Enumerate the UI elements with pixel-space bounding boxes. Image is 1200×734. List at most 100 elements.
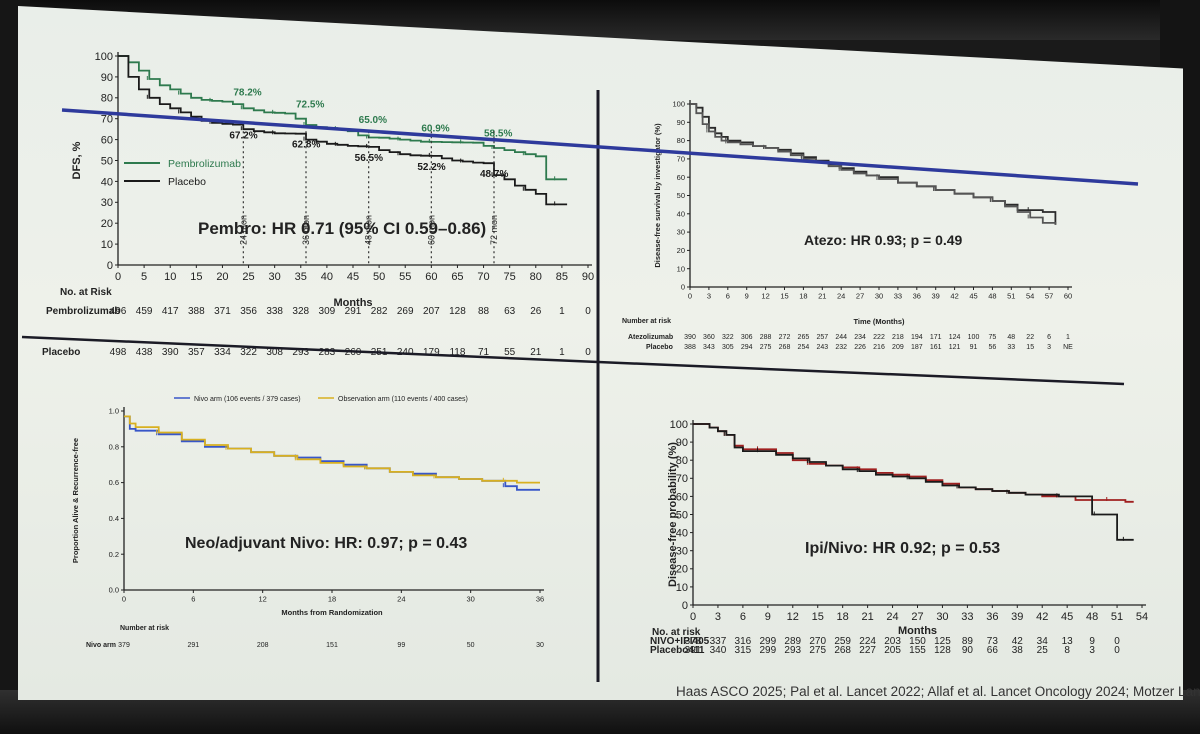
series-line-1: [690, 103, 1057, 225]
risk-value: 305: [722, 344, 734, 351]
risk-value: 232: [835, 344, 847, 351]
y-tick-label: 30: [676, 546, 688, 558]
risk-value: 299: [759, 636, 776, 647]
risk-value: 222: [873, 334, 885, 341]
x-tick-label: 0: [122, 595, 126, 604]
landmark-percent-label: 78.2%: [233, 88, 261, 99]
x-tick-label: 85: [556, 271, 568, 283]
timepoint-label: 24 mon: [238, 215, 248, 245]
y-axis-title: DFS, %: [71, 141, 83, 179]
risk-value: 33: [1007, 344, 1015, 351]
legend-label: Nivo arm (106 events / 379 cases): [194, 396, 301, 403]
x-tick-label: 70: [477, 271, 489, 283]
x-tick-label: 20: [216, 271, 228, 283]
risk-value: 90: [962, 645, 974, 656]
x-tick-label: 6: [191, 595, 195, 604]
risk-value: 243: [816, 344, 828, 351]
risk-value: 22: [1026, 334, 1034, 341]
risk-value: 179: [423, 347, 440, 358]
risk-value: 496: [110, 306, 127, 317]
series-line-1: [118, 55, 568, 206]
risk-value: 42: [1012, 636, 1024, 647]
risk-value: 283: [319, 347, 336, 358]
risk-value: 438: [136, 347, 153, 358]
risk-row-label: Atezolizumab: [628, 334, 673, 341]
risk-value: 56: [989, 344, 997, 351]
risk-value: 288: [760, 334, 772, 341]
x-tick-label: 0: [690, 611, 696, 623]
x-tick-label: 39: [1011, 611, 1023, 623]
landmark-percent-label: 65.0%: [359, 115, 387, 126]
y-axis-title: Disease-free survival by investigator (%…: [653, 123, 662, 268]
risk-value: 309: [319, 306, 336, 317]
x-tick-label: 50: [373, 271, 385, 283]
risk-value: 100: [968, 334, 980, 341]
risk-value: 269: [397, 306, 414, 317]
x-tick-label: 90: [582, 271, 594, 283]
landmark-percent-label: 60.9%: [421, 124, 449, 135]
risk-value: 218: [892, 334, 904, 341]
x-tick-label: 24: [397, 595, 405, 604]
x-tick-label: 15: [780, 292, 788, 301]
y-tick-label: 1.0: [109, 407, 119, 416]
risk-value: 306: [741, 334, 753, 341]
risk-value: 322: [240, 347, 257, 358]
quadrant-dividers: [21, 90, 1139, 682]
y-tick-label: 60: [676, 491, 688, 503]
x-tick-label: 60: [425, 271, 437, 283]
risk-value: 128: [934, 645, 951, 656]
landmark-percent-label: 67.2%: [229, 131, 257, 142]
risk-value: 21: [530, 347, 542, 358]
risk-value: 275: [760, 344, 772, 351]
y-tick-label: 70: [101, 114, 113, 126]
y-axis-title: Proportion Alive & Recurrence-free: [71, 438, 80, 563]
x-tick-label: 21: [861, 611, 873, 623]
y-tick-label: 70: [676, 473, 688, 485]
x-tick-label: 18: [799, 292, 807, 301]
risk-value: 338: [266, 306, 283, 317]
hazard-ratio-text: Neo/adjuvant Nivo: HR: 0.97; p = 0.43: [185, 535, 467, 552]
risk-value: 91: [970, 344, 978, 351]
risk-value: 128: [449, 306, 466, 317]
risk-value: 48: [1007, 334, 1015, 341]
x-tick-label: 15: [190, 271, 202, 283]
y-axis-title: Disease-free probability (%): [667, 442, 679, 587]
x-tick-label: 30: [875, 292, 883, 301]
risk-value: 334: [214, 347, 231, 358]
left-horizontal-divider: [21, 335, 599, 364]
y-tick-label: 80: [101, 93, 113, 105]
risk-value: 379: [118, 642, 130, 649]
y-tick-label: 0.2: [109, 550, 119, 559]
risk-row-label: Nivo arm: [86, 642, 116, 649]
y-tick-label: 80: [677, 136, 685, 145]
risk-value: 265: [798, 334, 810, 341]
risk-value: 390: [684, 334, 696, 341]
series-line-1: [693, 423, 1134, 541]
x-tick-label: 54: [1136, 611, 1148, 623]
risk-value: 0: [1114, 645, 1120, 656]
x-axis-title: Months from Randomization: [281, 608, 383, 617]
risk-value: 299: [759, 645, 776, 656]
x-tick-label: 3: [715, 611, 721, 623]
risk-value: 9: [1089, 636, 1095, 647]
risk-row-label: Placebo: [646, 344, 673, 351]
x-tick-label: 6: [740, 611, 746, 623]
x-tick-label: 36: [913, 292, 921, 301]
risk-row-label: Pembrolizumab: [46, 306, 120, 317]
risk-table-title: Number at risk: [622, 318, 671, 325]
reference-overlay-line: [61, 108, 1139, 186]
y-tick-label: 50: [677, 191, 685, 200]
x-tick-label: 12: [258, 595, 266, 604]
risk-value: 99: [397, 642, 405, 649]
risk-value: 171: [930, 334, 942, 341]
x-tick-label: 35: [295, 271, 307, 283]
x-tick-label: 9: [765, 611, 771, 623]
risk-value: 459: [136, 306, 153, 317]
legend-label: Observation arm (110 events / 400 cases): [338, 396, 468, 403]
y-tick-label: 0: [682, 600, 688, 612]
x-tick-label: 51: [1111, 611, 1123, 623]
x-tick-label: 0: [115, 271, 121, 283]
x-tick-label: 42: [1036, 611, 1048, 623]
keynote-chart: 0 5 10 15 20 25 30 35 40 45 50 55 60 65 70 75 80 85 900102…: [42, 51, 594, 358]
risk-value: 15: [1026, 344, 1034, 351]
